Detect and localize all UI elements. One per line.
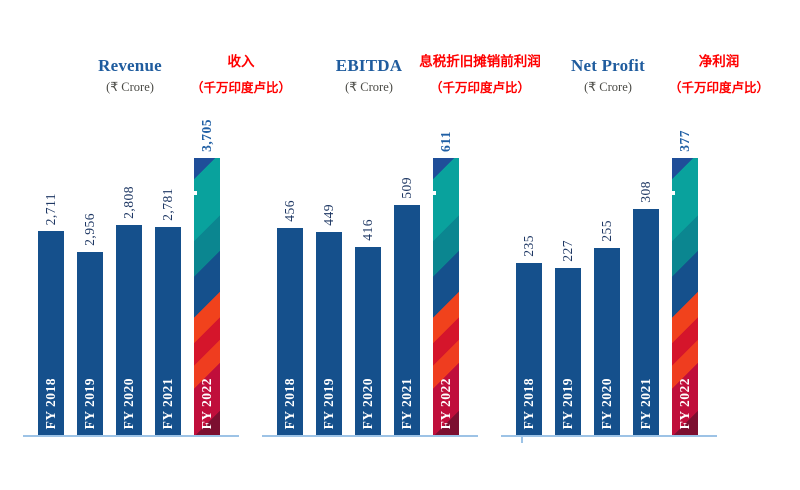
category-label: FY 2019 bbox=[82, 377, 97, 429]
chart-subtitle: (₹ Crore) bbox=[345, 80, 393, 94]
category-label: FY 2020 bbox=[360, 377, 375, 429]
revenue-title-block: Revenue (₹ Crore) bbox=[50, 56, 210, 95]
ebitda-title-chinese-block: 息税折旧摊销前利润 （千万印度卢比） bbox=[390, 54, 570, 95]
bar-fy-2022 bbox=[194, 158, 220, 435]
bar-fy-2018 bbox=[516, 263, 542, 435]
chart-subtitle-chinese: （千万印度卢比） bbox=[190, 79, 291, 95]
value-label: 2,711 bbox=[43, 192, 58, 225]
category-label: FY 2021 bbox=[160, 377, 175, 429]
chart-revenue: Revenue (₹ Crore) 收入 （千万印度卢比） 2,711 FY 20… bbox=[23, 0, 291, 470]
bar-fy-2019 bbox=[316, 232, 342, 435]
category-label: FY 2021 bbox=[399, 377, 414, 429]
bar-fy-2022 bbox=[672, 158, 698, 435]
category-label: FY 2022 bbox=[438, 377, 453, 429]
value-label: 3,705 bbox=[199, 119, 214, 152]
ebitda-plot-area: 456 FY 2018 449 FY 2019 416 FY 2020 509 FY 2021… bbox=[262, 131, 478, 437]
white-marker-dot bbox=[671, 191, 675, 195]
chart-subtitle: (₹ Crore) bbox=[106, 80, 154, 94]
bar-fy-2018 bbox=[38, 231, 64, 435]
value-label: 456 bbox=[282, 200, 297, 222]
bar-fy-2021 bbox=[155, 227, 181, 435]
bar-fy-2021 bbox=[633, 209, 659, 435]
bar-fy-2019 bbox=[77, 252, 103, 435]
chart-title: Revenue bbox=[98, 56, 162, 75]
category-label: FY 2020 bbox=[121, 377, 136, 429]
category-label: FY 2019 bbox=[321, 377, 336, 429]
chart-subtitle-chinese: （千万印度卢比） bbox=[429, 79, 530, 95]
chart-subtitle: (₹ Crore) bbox=[584, 80, 632, 94]
value-label: 449 bbox=[321, 204, 336, 226]
net-profit-title-chinese-block: 净利润 （千万印度卢比） bbox=[629, 54, 800, 95]
category-label: FY 2021 bbox=[638, 377, 653, 429]
bar-fy-2020 bbox=[116, 225, 142, 435]
bar-fy-2021 bbox=[394, 205, 420, 435]
value-label: 227 bbox=[560, 240, 575, 262]
value-label: 2,808 bbox=[121, 186, 136, 219]
bar-fy-2019 bbox=[555, 268, 581, 435]
ebitda-title-block: EBITDA (₹ Crore) bbox=[289, 56, 449, 95]
net-profit-plot-area: 235 FY 2018 227 FY 2019 255 FY 2020 308 FY 2021… bbox=[501, 130, 717, 443]
category-label: FY 2022 bbox=[677, 377, 692, 429]
category-label: FY 2020 bbox=[599, 377, 614, 429]
white-marker-dot bbox=[432, 191, 436, 195]
value-label: 377 bbox=[677, 130, 692, 152]
category-label: FY 2022 bbox=[199, 377, 214, 429]
value-label: 509 bbox=[399, 177, 414, 199]
chart-title-chinese: 净利润 bbox=[698, 54, 740, 70]
chart-ebitda: EBITDA (₹ Crore) 息税折旧摊销前利润 （千万印度卢比） 456 F… bbox=[262, 0, 541, 470]
value-label: 416 bbox=[360, 219, 375, 241]
value-label: 235 bbox=[521, 235, 536, 257]
chart-net-profit: Net Profit (₹ Crore) 净利润 （千万印度卢比） 235 FY … bbox=[501, 0, 769, 470]
chart-title: EBITDA bbox=[335, 56, 403, 75]
axis-tick bbox=[521, 437, 523, 443]
x-axis-line bbox=[262, 435, 478, 437]
bar-fy-2022 bbox=[433, 158, 459, 435]
value-label: 255 bbox=[599, 220, 614, 242]
revenue-plot-area: 2,711 FY 2018 2,956 FY 2019 2,808 FY 2020 2,78… bbox=[23, 119, 239, 437]
category-label: FY 2019 bbox=[560, 377, 575, 429]
category-label: FY 2018 bbox=[521, 377, 536, 429]
bar-fy-2018 bbox=[277, 228, 303, 435]
net-profit-title-block: Net Profit (₹ Crore) bbox=[528, 56, 688, 95]
value-label: 308 bbox=[638, 181, 653, 203]
value-label: 2,956 bbox=[82, 213, 97, 246]
value-label: 611 bbox=[438, 130, 453, 152]
category-label: FY 2018 bbox=[282, 377, 297, 429]
white-marker-dot bbox=[193, 191, 197, 195]
x-axis-line bbox=[23, 435, 239, 437]
revenue-title-chinese-block: 收入 （千万印度卢比） bbox=[151, 54, 331, 95]
bar-fy-2020 bbox=[594, 248, 620, 435]
chart-subtitle-chinese: （千万印度卢比） bbox=[668, 79, 769, 95]
category-label: FY 2018 bbox=[43, 377, 58, 429]
value-label: 2,781 bbox=[160, 188, 175, 221]
chart-title: Net Profit bbox=[571, 56, 645, 75]
x-axis-line bbox=[501, 435, 717, 437]
chart-title-chinese: 息税折旧摊销前利润 bbox=[419, 54, 541, 70]
chart-title-chinese: 收入 bbox=[227, 54, 255, 70]
bar-fy-2020 bbox=[355, 247, 381, 435]
